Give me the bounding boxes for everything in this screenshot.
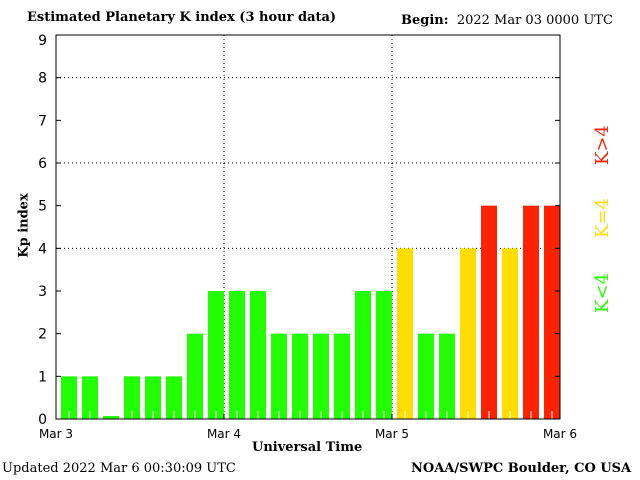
y-tick-label: 7 <box>38 113 47 129</box>
chart-title: Estimated Planetary K index (3 hour data… <box>27 10 337 25</box>
kp-bar <box>523 205 539 419</box>
y-tick-label: 0 <box>38 412 47 428</box>
y-tick-label: 4 <box>38 241 47 257</box>
x-axis-label: Universal Time <box>252 440 363 455</box>
kp-bar <box>397 248 413 419</box>
kp-bar <box>313 333 329 419</box>
kp-bar <box>439 333 455 419</box>
kp-bar <box>61 376 77 419</box>
kp-bar <box>187 333 203 419</box>
y-tick-label: 5 <box>38 199 47 215</box>
kp-bar <box>124 376 140 419</box>
x-tick-label: Mar 4 <box>207 427 241 441</box>
x-tick-label: Mar 3 <box>39 427 73 441</box>
y-tick-label: 9 <box>38 33 47 49</box>
x-tick-label: Mar 6 <box>543 427 577 441</box>
updated-timestamp: Updated 2022 Mar 6 00:30:09 UTC <box>2 461 236 476</box>
kp-bar <box>418 333 434 419</box>
y-tick-label: 6 <box>38 156 47 172</box>
kp-bar <box>481 205 497 419</box>
kp-bar <box>292 333 308 419</box>
y-tick-label: 1 <box>38 369 47 385</box>
kp-bar <box>502 248 518 419</box>
kp-bar <box>355 291 371 419</box>
credit: NOAA/SWPC Boulder, CO USA <box>411 461 632 476</box>
begin-value: 2022 Mar 03 0000 UTC <box>456 13 613 28</box>
kp-bar <box>166 376 182 419</box>
y-tick-label: 3 <box>38 284 47 300</box>
kp-bar <box>376 291 392 419</box>
kp-bar <box>82 376 98 419</box>
y-tick-label: 8 <box>38 71 47 87</box>
x-tick-label: Mar 5 <box>375 427 409 441</box>
kp-bar <box>544 205 560 419</box>
kp-bar <box>250 291 266 419</box>
kp-bar <box>334 333 350 419</box>
kp-bar <box>460 248 476 419</box>
kp-bar <box>271 333 287 419</box>
kp-bar <box>103 416 119 419</box>
kp-bar <box>229 291 245 419</box>
y-tick-label: 2 <box>38 327 47 343</box>
kp-bar <box>208 291 224 419</box>
begin-time: Begin: 2022 Mar 03 0000 UTC <box>401 13 613 28</box>
kp-bar <box>145 376 161 419</box>
plot-frame <box>55 34 561 420</box>
begin-label: Begin: <box>401 13 449 28</box>
